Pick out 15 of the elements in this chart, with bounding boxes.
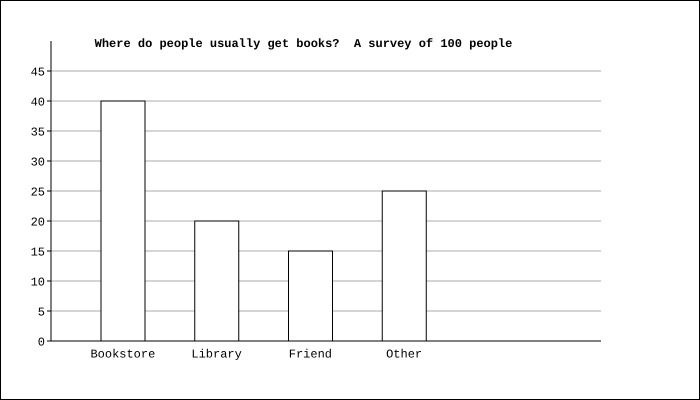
y-tick-label: 15 [30, 245, 45, 260]
x-tick-label: Other [386, 348, 422, 362]
y-tick-label: 5 [38, 305, 45, 320]
y-tick-label: 30 [30, 155, 45, 170]
x-tick-label: Library [191, 348, 242, 362]
x-tick-label: Friend [288, 348, 332, 362]
y-tick-label: 35 [30, 125, 45, 140]
y-tick-label: 10 [30, 275, 45, 290]
chart-title: Where do people usually get books? A survey of 100 people [94, 37, 514, 51]
y-tick-label: 0 [38, 335, 45, 350]
y-tick-label: 20 [30, 215, 45, 230]
y-tick-label: 45 [30, 65, 45, 80]
y-tick-label: 40 [30, 95, 45, 110]
y-tick-label: 25 [30, 185, 45, 200]
x-tick-label: Bookstore [90, 348, 156, 362]
